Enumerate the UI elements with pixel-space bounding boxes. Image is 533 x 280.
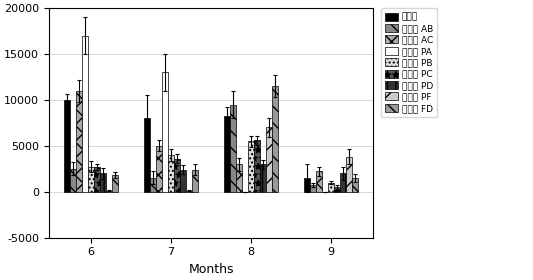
Bar [156,146,162,192]
Bar [304,178,310,192]
Bar [192,170,198,192]
Bar [174,159,180,192]
Bar [266,127,272,192]
Bar [341,173,346,192]
Bar [162,73,168,192]
Bar [328,183,334,192]
Bar [94,167,100,192]
Bar [168,155,174,192]
Bar [352,178,358,192]
Bar [310,185,316,192]
Bar [248,141,254,192]
Bar [100,173,106,192]
Bar [316,171,322,192]
Bar [260,164,266,192]
Bar [144,118,150,192]
Bar [82,36,88,192]
Bar [180,170,186,192]
Bar [346,157,352,192]
Bar [70,169,76,192]
Bar [150,178,156,192]
X-axis label: Months: Months [188,263,234,276]
Bar [106,191,112,192]
Bar [76,91,82,192]
Bar [88,167,94,192]
Bar [236,164,242,192]
Bar [186,191,192,192]
Legend: 보급종, 교배종 AB, 교배종 AC, 수집종 PA, 수집종 PB, 수집종 PC, 수집종 PD, 수집종 PF, 교배종 FD: 보급종, 교배종 AB, 교배종 AC, 수집종 PA, 수집종 PB, 수집종… [381,8,438,117]
Bar [112,175,118,192]
Bar [272,86,278,192]
Bar [230,104,236,192]
Bar [334,187,341,192]
Bar [64,100,70,192]
Bar [224,116,230,192]
Bar [254,140,260,192]
